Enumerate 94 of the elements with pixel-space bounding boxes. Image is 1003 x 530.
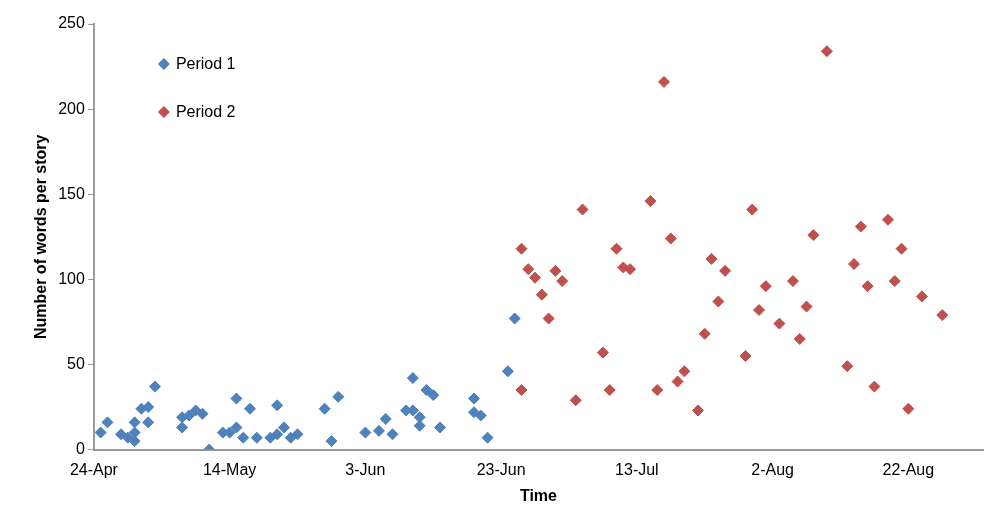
point — [936, 309, 949, 322]
point — [848, 258, 861, 271]
point — [596, 346, 609, 359]
point — [786, 275, 799, 288]
point — [671, 375, 684, 388]
point — [576, 203, 589, 216]
point — [895, 242, 908, 255]
point — [793, 332, 806, 345]
point — [230, 392, 243, 405]
point — [501, 365, 514, 378]
point — [244, 402, 256, 415]
point — [902, 402, 915, 415]
point — [698, 327, 711, 340]
point — [359, 426, 372, 439]
x-tick-label: 3-Jun — [345, 460, 386, 478]
point — [481, 431, 494, 444]
legend-label: Period 1 — [175, 55, 236, 73]
point — [881, 213, 894, 226]
point — [759, 280, 772, 293]
x-tick-label: 13-Jul — [615, 460, 659, 478]
legend-label: Period 2 — [175, 103, 236, 121]
point — [515, 242, 528, 255]
point — [888, 275, 901, 288]
x-axis-title: Time — [519, 486, 558, 504]
point — [644, 195, 657, 208]
point — [277, 421, 290, 434]
point — [712, 295, 725, 308]
point — [271, 399, 284, 412]
point — [603, 384, 616, 397]
point — [773, 317, 786, 330]
point — [372, 424, 385, 437]
point — [94, 426, 107, 439]
point — [868, 380, 881, 393]
y-tick-label: 0 — [75, 440, 85, 458]
point — [474, 409, 487, 422]
point — [800, 300, 813, 313]
point — [250, 431, 263, 444]
point — [271, 428, 284, 441]
point — [128, 416, 141, 429]
point — [705, 252, 718, 265]
point — [325, 435, 338, 448]
point — [101, 416, 114, 429]
point — [753, 304, 766, 316]
point — [658, 75, 671, 88]
x-tick-label: 23-Jun — [476, 460, 526, 478]
point — [406, 372, 419, 385]
point — [854, 220, 867, 233]
point — [535, 288, 548, 301]
point — [746, 203, 759, 216]
point — [318, 402, 331, 415]
point — [861, 280, 874, 293]
point — [522, 263, 535, 276]
point — [807, 229, 820, 242]
point — [820, 45, 833, 58]
point — [467, 392, 480, 405]
point — [237, 431, 250, 444]
point — [515, 384, 528, 397]
point — [691, 404, 704, 417]
point — [196, 407, 209, 420]
point — [610, 242, 623, 255]
point — [176, 421, 189, 434]
x-tick-label: 2-Aug — [751, 460, 794, 478]
x-tick-label: 22-Aug — [882, 460, 935, 478]
y-axis-title: Number of words per story — [32, 134, 50, 340]
point — [386, 428, 399, 441]
point — [556, 275, 569, 288]
point — [434, 421, 447, 434]
point — [841, 360, 854, 373]
point — [719, 264, 732, 277]
point — [549, 264, 562, 277]
y-tick-label: 150 — [58, 184, 85, 202]
point — [142, 416, 155, 429]
point — [542, 312, 555, 325]
point — [427, 389, 440, 402]
y-tick-label: 50 — [67, 354, 85, 372]
point — [678, 365, 691, 378]
point — [569, 394, 582, 407]
point — [379, 412, 392, 425]
point — [624, 263, 637, 276]
y-tick-label: 200 — [58, 99, 85, 117]
x-tick-label: 24-Apr — [69, 460, 119, 478]
x-tick-label: 14-May — [202, 460, 257, 478]
point — [332, 390, 345, 403]
y-tick-label: 100 — [58, 269, 85, 287]
point — [529, 271, 542, 284]
point — [664, 232, 677, 245]
point — [651, 384, 664, 397]
point — [739, 349, 752, 362]
point — [915, 290, 928, 303]
point — [291, 428, 304, 441]
point — [148, 380, 161, 393]
y-tick-label: 250 — [58, 14, 85, 32]
point — [230, 421, 243, 434]
point — [508, 312, 521, 325]
